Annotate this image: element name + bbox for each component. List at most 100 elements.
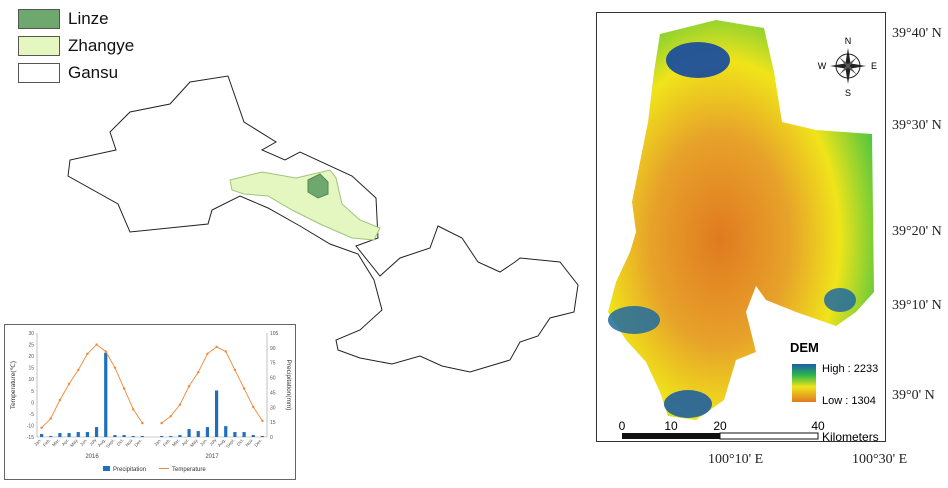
y-tick-label: 25 — [28, 343, 34, 349]
temperature-line-2017 — [161, 346, 263, 424]
legend-swatch-zhangye — [18, 36, 60, 56]
y2-axis-label: Precipitation(mm) — [285, 360, 292, 411]
precip-bar — [233, 432, 237, 437]
x-tick-label: Jan. — [33, 437, 42, 447]
scale-bar: 0 10 20 40 Kilometers — [619, 419, 879, 442]
y2-tick-label: 45 — [270, 390, 276, 396]
y2-tick-label: 15 — [270, 420, 276, 426]
precip-bar — [260, 436, 265, 437]
lat-label-3940: 39°40' N — [892, 26, 942, 41]
legend-precip-label: Precipitation — [113, 467, 146, 473]
precip-bar — [49, 436, 53, 437]
temperature-point — [215, 345, 218, 349]
zhangye-region — [229, 169, 381, 241]
precip-bar — [242, 432, 246, 437]
precip-bar — [205, 427, 210, 437]
x-tick-label: Apr. — [181, 437, 190, 446]
dem-legend-ramp — [792, 364, 816, 402]
x-tick-label: Dec. — [253, 437, 263, 447]
temperature-point — [95, 343, 98, 346]
scale-unit: Kilometers — [822, 430, 879, 442]
dem-legend-low: Low : 1304 — [822, 395, 876, 407]
y-tick-label: -15 — [27, 435, 34, 441]
dem-high-southwest — [608, 306, 660, 334]
scale-tick-20: 20 — [713, 419, 727, 433]
y-tick-label: -10 — [27, 423, 34, 429]
x-tick-label: Feb. — [162, 437, 172, 447]
year-label-2017: 2017 — [205, 454, 219, 460]
x-tick-label: Jan. — [153, 437, 162, 447]
x-tick-label: Nov. — [244, 437, 254, 447]
y-tick-label: 15 — [28, 366, 34, 372]
x-tick-label: Apr. — [61, 437, 70, 446]
precip-bar — [140, 436, 145, 437]
temperature-point — [49, 417, 52, 420]
precip-bar — [178, 435, 182, 437]
y2-tick-label: 105 — [270, 331, 279, 337]
dem-legend-high: High : 2233 — [822, 363, 878, 375]
temperature-point — [132, 408, 135, 411]
dem-high-east — [824, 288, 856, 312]
temperature-point — [77, 368, 80, 372]
y-tick-label: 0 — [31, 400, 34, 406]
x-tick-label: Jun. — [79, 437, 88, 447]
precip-bar — [104, 352, 108, 437]
temperature-point — [141, 421, 144, 425]
y-tick-label: 30 — [28, 331, 34, 337]
compass-rose: N S E W — [818, 36, 877, 98]
temperature-point — [86, 352, 89, 355]
precip-bar — [94, 427, 99, 437]
y-tick-label: 10 — [28, 377, 34, 383]
precip-bar — [85, 432, 90, 437]
x-tick-label: Oct. — [236, 437, 245, 447]
y2-tick-label: 60 — [270, 376, 276, 382]
temperature-point — [67, 382, 71, 386]
lon-label-10010: 100°10' E — [708, 452, 764, 467]
temperature-point — [104, 350, 107, 353]
precip-bar — [196, 431, 200, 437]
x-tick-label: May. — [189, 437, 199, 447]
temperature-point — [40, 426, 43, 429]
lat-label-3900: 39°0' N — [892, 388, 935, 403]
temperature-point — [187, 384, 191, 388]
temperature-point — [58, 398, 62, 402]
x-tick-label: Dec. — [133, 437, 143, 447]
x-tick-label: Feb. — [42, 437, 52, 447]
legend-swatch-linze — [18, 9, 60, 29]
x-tick-label: Nov. — [124, 437, 134, 447]
year-label-2016: 2016 — [85, 454, 99, 460]
compass-e: E — [871, 61, 877, 71]
temperature-point — [252, 405, 255, 409]
x-tick-label: May. — [69, 437, 79, 447]
scale-tick-10: 10 — [664, 419, 678, 433]
x-tick-label: Aug. — [97, 437, 107, 447]
y-tick-label: -5 — [30, 412, 35, 418]
compass-n: N — [845, 36, 852, 46]
legend-precip-swatch — [103, 466, 110, 471]
y2-tick-label: 75 — [270, 361, 276, 367]
temperature-point — [113, 366, 117, 369]
legend-temp-label: Temperature — [172, 467, 206, 473]
lat-label-3920: 39°20' N — [892, 224, 942, 239]
precip-bar — [113, 435, 117, 437]
x-tick-label: Sept. — [105, 437, 116, 448]
y2-tick-label: 90 — [270, 346, 276, 352]
precip-bar — [169, 436, 173, 437]
temperature-point — [160, 421, 163, 425]
y-tick-label: 5 — [31, 389, 34, 395]
linze-county — [307, 173, 329, 199]
y-axis-label: Temperature(℃) — [10, 361, 17, 409]
gansu-map — [67, 75, 579, 373]
compass-w: W — [818, 61, 827, 71]
x-tick-label: Aug. — [217, 437, 227, 447]
precip-bar — [131, 436, 135, 437]
dem-map: N S E W DEM High : 2233 Low : 1304 0 10 … — [596, 12, 886, 442]
legend-label-linze: Linze — [68, 9, 109, 28]
precip-bar — [58, 433, 62, 437]
precip-bar — [187, 429, 191, 437]
precip-bar — [224, 426, 228, 437]
x-tick-label: Mar. — [171, 437, 180, 447]
legend-swatch-gansu — [18, 63, 60, 83]
lat-label-3910: 39°10' N — [892, 298, 942, 313]
precip-bar — [251, 435, 255, 437]
